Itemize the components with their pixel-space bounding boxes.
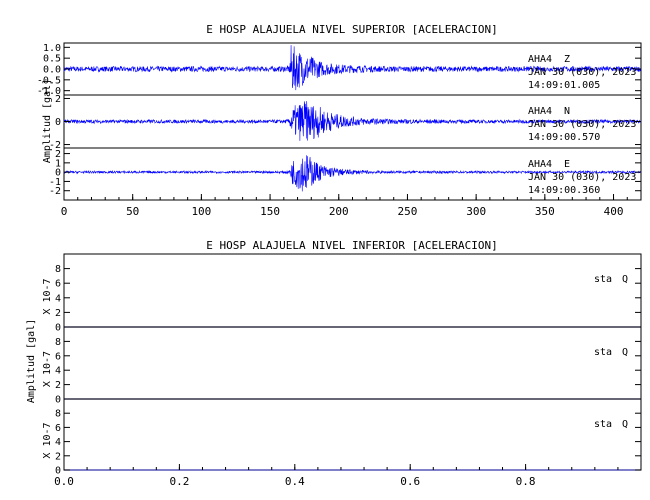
chart1-panel0-unit-label: X 10-7: [42, 278, 53, 314]
chart1-panel0-ytick-label: 8: [55, 264, 61, 275]
chart0-panel1-trace: [63, 101, 642, 141]
chart0-xtick-label: 250: [398, 205, 418, 218]
chart1-panel1-frame: [63, 326, 642, 400]
chart1-panel2-frame: [63, 398, 642, 471]
chart1-panel2-ytick-label: 4: [55, 437, 61, 448]
chart0-panel2-component: E: [564, 159, 570, 170]
chart1-panel1-ytick-label: 0: [55, 395, 61, 406]
chart1-panel1-component: Q: [622, 347, 628, 358]
chart0-panel2-date: JAN 30 (030), 2023: [528, 172, 636, 183]
chart0-panel0-ytick-label: -0.5: [37, 75, 61, 86]
chart0-panel0-date: JAN 30 (030), 2023: [528, 67, 636, 78]
chart1-panel1-ytick-label: 4: [55, 366, 61, 377]
chart0-panel0-ytick-label: 0.0: [43, 65, 61, 76]
chart0-panel2-ytick-label: 2: [55, 149, 61, 160]
chart1-panel1-unit-label: X 10-7: [42, 351, 53, 387]
chart1-panel2-ytick-label: 0: [55, 466, 61, 477]
chart1-xtick-label: 0.2: [169, 475, 189, 488]
chart1-panel1-ytick-label: 2: [55, 380, 61, 391]
chart0-panel2-ytick-label: 0: [55, 168, 61, 179]
chart0-panel1-station: AHA4: [528, 106, 552, 117]
chart1-xtick-label: 0.6: [400, 475, 420, 488]
chart0-panel1-ytick-label: 2: [55, 94, 61, 105]
chart1-panel2-ytick-label: 2: [55, 451, 61, 462]
chart0-xtick-label: 200: [329, 205, 349, 218]
chart0-panel0-ytick-label: -1.0: [37, 86, 61, 97]
chart0-panel2-ytick-label: -2: [49, 186, 61, 197]
chart0-xtick-label: 0: [61, 205, 68, 218]
chart1-panel2-unit-label: X 10-7: [42, 422, 53, 458]
bottom-chart-title: E HOSP ALAJUELA NIVEL INFERIOR [ACELERAC…: [206, 239, 497, 252]
chart1-panel0-ytick-label: 6: [55, 279, 61, 290]
chart1-panel1-ytick-label: 8: [55, 337, 61, 348]
chart0-panel1-date: JAN 30 (030), 2023: [528, 119, 636, 130]
bottom-y-axis-label: Amplitud [gal]: [26, 319, 37, 403]
chart0-panel1-time: 14:09:00.570: [528, 132, 600, 143]
chart1-panel2-ytick-label: 8: [55, 409, 61, 420]
chart0-panel1-ytick-label: 0: [55, 117, 61, 128]
chart1-panel0-ytick-label: 2: [55, 308, 61, 319]
chart0-panel0-ytick-label: 1.0: [43, 43, 61, 54]
chart1-panel0-ytick-label: 4: [55, 293, 61, 304]
chart0-panel0-trace: [63, 45, 642, 91]
chart0-panel0-ytick-label: 0.5: [43, 54, 61, 65]
chart1-panel0-station: sta: [594, 274, 612, 285]
chart1-panel2-ytick-label: 6: [55, 423, 61, 434]
chart1-xtick-label: 0.8: [516, 475, 536, 488]
chart0-panel0-time: 14:09:01.005: [528, 80, 600, 91]
chart1-panel0-ytick-label: 0: [55, 323, 61, 334]
chart1-panel0-component: Q: [622, 274, 628, 285]
chart1-panel1-ytick-label: 6: [55, 351, 61, 362]
chart0-xtick-label: 400: [604, 205, 624, 218]
chart1-panel2-component: Q: [622, 419, 628, 430]
chart1-xtick-label: 0.4: [285, 475, 305, 488]
chart0-xtick-label: 100: [191, 205, 211, 218]
chart0-panel2-ytick-label: -1: [49, 177, 61, 188]
chart0-panel1-component: N: [564, 106, 570, 117]
top-y-axis-label: Amplitud [gal]: [42, 79, 53, 163]
chart0-panel1-ytick-label: -2: [49, 140, 61, 151]
chart0-panel2-ytick-label: 1: [55, 158, 61, 169]
chart0-panel0-station: AHA4: [528, 54, 552, 65]
chart1-panel0-frame: [63, 253, 642, 328]
chart0-xtick-label: 350: [535, 205, 555, 218]
chart0-xtick-label: 300: [466, 205, 486, 218]
chart0-xtick-label: 50: [126, 205, 139, 218]
chart1-panel1-station: sta: [594, 347, 612, 358]
chart0-xtick-label: 150: [260, 205, 280, 218]
chart0-panel0-component: Z: [564, 54, 570, 65]
chart0-panel2-time: 14:09:00.360: [528, 185, 600, 196]
chart0-panel2-trace: [63, 155, 642, 192]
chart0-panel2-station: AHA4: [528, 159, 552, 170]
chart1-panel2-station: sta: [594, 419, 612, 430]
chart1-xtick-label: 0.0: [54, 475, 74, 488]
top-chart-title: E HOSP ALAJUELA NIVEL SUPERIOR [ACELERAC…: [206, 23, 497, 36]
